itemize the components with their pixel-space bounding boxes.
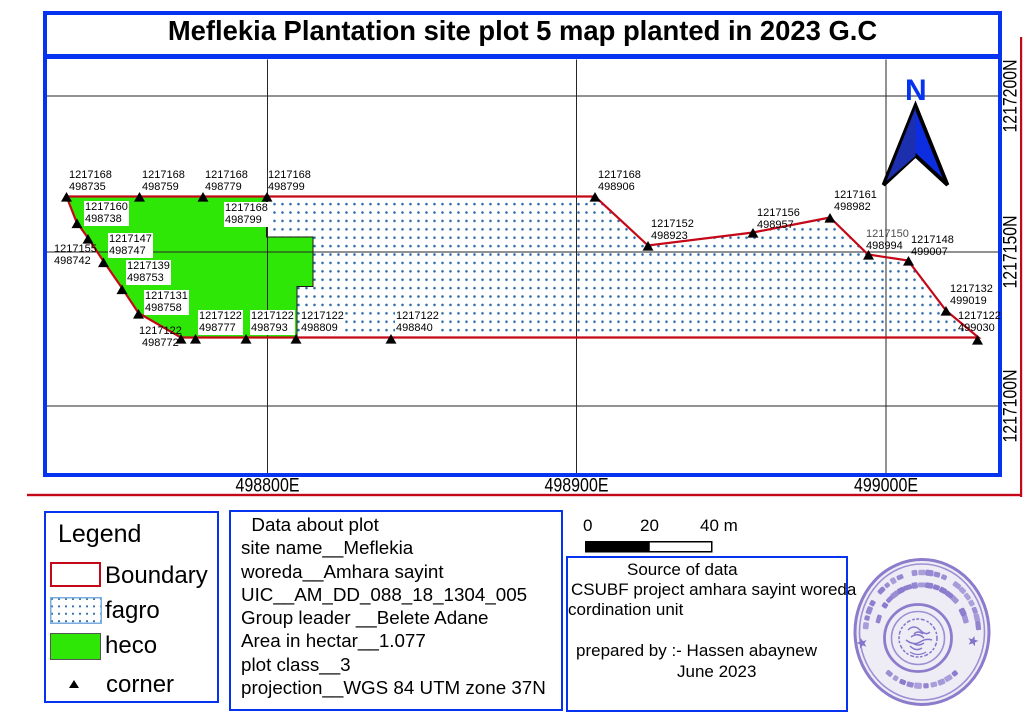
svg-text:498800E: 498800E <box>236 476 300 497</box>
svg-text:1217200N: 1217200N <box>1001 60 1022 133</box>
svg-text:1217100N: 1217100N <box>1001 370 1022 443</box>
svg-text:499000E: 499000E <box>854 476 918 497</box>
svg-text:498900E: 498900E <box>545 476 609 497</box>
svg-text:1217150N: 1217150N <box>1001 216 1022 289</box>
